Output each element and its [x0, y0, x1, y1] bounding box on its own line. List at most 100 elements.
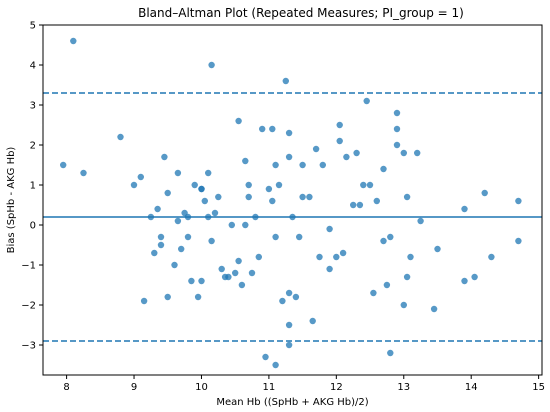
- data-point: [326, 225, 333, 233]
- data-point: [430, 305, 438, 313]
- data-point: [339, 249, 347, 257]
- reference-lines: [43, 92, 542, 342]
- data-point: [285, 341, 293, 349]
- x-axis-ticks: 8 9 10 11 12 13 14 15: [63, 375, 545, 393]
- data-point: [242, 157, 249, 165]
- y-tick-label: 5: [30, 21, 36, 32]
- data-point: [151, 249, 158, 257]
- data-point: [403, 193, 411, 201]
- chart-title: Bland–Altman Plot (Repeated Measures; PI…: [138, 6, 464, 20]
- y-tick-label: 0: [30, 221, 36, 232]
- data-point: [481, 189, 488, 197]
- data-point: [407, 253, 414, 261]
- data-point: [461, 205, 468, 213]
- data-point: [154, 205, 161, 213]
- data-point: [235, 117, 242, 125]
- data-point: [333, 253, 340, 261]
- data-point: [285, 129, 293, 137]
- data-point: [336, 121, 343, 129]
- data-point: [370, 289, 377, 297]
- data-point: [80, 169, 87, 177]
- data-point: [387, 349, 394, 357]
- data-point: [245, 193, 252, 201]
- data-point: [262, 353, 269, 361]
- data-point: [363, 97, 370, 105]
- data-point: [373, 197, 380, 205]
- data-point: [140, 297, 148, 305]
- data-point: [488, 253, 495, 261]
- data-point: [393, 125, 401, 133]
- data-point: [275, 181, 283, 189]
- y-tick-label: 4: [30, 61, 36, 72]
- data-point: [471, 273, 478, 281]
- data-point: [215, 193, 222, 201]
- data-point: [336, 137, 343, 145]
- data-point: [178, 245, 185, 253]
- data-point: [117, 133, 124, 141]
- data-point: [198, 277, 205, 285]
- data-point: [282, 77, 289, 85]
- data-point: [356, 201, 364, 209]
- data-point: [383, 281, 391, 289]
- data-point: [380, 165, 387, 173]
- x-axis-label: Mean Hb ((SpHb + AKG Hb)/2): [216, 397, 368, 408]
- data-point: [245, 181, 252, 189]
- data-point: [60, 161, 67, 169]
- data-point: [235, 257, 242, 265]
- data-point: [296, 233, 303, 241]
- data-point: [130, 181, 138, 189]
- data-point: [417, 217, 424, 225]
- data-point: [343, 153, 350, 161]
- data-point: [157, 241, 165, 249]
- y-tick-label: 3: [30, 101, 36, 112]
- data-point: [259, 125, 266, 133]
- x-tick-label: 13: [397, 382, 410, 393]
- data-point: [461, 277, 468, 285]
- data-point: [174, 217, 182, 225]
- data-point: [403, 273, 411, 281]
- x-tick-label: 14: [465, 382, 478, 393]
- data-point: [137, 173, 144, 181]
- data-point: [400, 149, 407, 157]
- data-point: [272, 361, 279, 369]
- data-point: [312, 145, 320, 153]
- x-tick-label: 12: [330, 382, 343, 393]
- plot-area-frame: [42, 24, 543, 376]
- data-point: [161, 153, 168, 161]
- data-point: [299, 193, 306, 201]
- data-point: [515, 237, 522, 245]
- data-point: [387, 233, 394, 241]
- data-point: [434, 245, 441, 253]
- data-point: [400, 301, 407, 309]
- data-point: [272, 161, 279, 169]
- data-point: [309, 317, 316, 325]
- data-point: [269, 125, 276, 133]
- y-tick-label: −1: [21, 261, 36, 272]
- data-point: [306, 193, 313, 201]
- data-point: [211, 209, 219, 217]
- x-tick-label: 15: [532, 382, 545, 393]
- data-point: [164, 189, 171, 197]
- data-point: [285, 153, 293, 161]
- x-tick-label: 8: [63, 382, 69, 393]
- data-point: [201, 197, 208, 205]
- data-point: [366, 181, 374, 189]
- y-tick-label: 1: [30, 181, 36, 192]
- data-point: [316, 253, 323, 261]
- data-point: [208, 237, 215, 245]
- data-point: [353, 149, 360, 157]
- data-point: [238, 281, 246, 289]
- data-point: [319, 161, 326, 169]
- data-point: [360, 181, 367, 189]
- data-point: [393, 109, 401, 117]
- scatter-points: [60, 37, 522, 369]
- data-point: [393, 141, 401, 149]
- y-axis-ticks: −3 −2 −1 0 1 2 3 4 5: [21, 21, 43, 352]
- data-point: [242, 221, 249, 229]
- data-point: [299, 161, 306, 169]
- data-point: [225, 273, 232, 281]
- x-tick-label: 9: [131, 382, 137, 393]
- data-point: [272, 233, 279, 241]
- x-tick-label: 11: [263, 382, 276, 393]
